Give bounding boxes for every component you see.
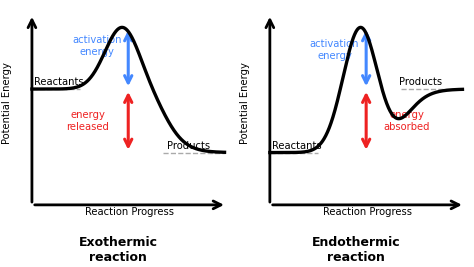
Text: Reaction Progress: Reaction Progress — [323, 207, 412, 217]
Text: Exothermic
reaction: Exothermic reaction — [79, 236, 157, 264]
Text: Products: Products — [167, 140, 210, 151]
Text: Potential Energy: Potential Energy — [240, 62, 250, 144]
Text: Reactants: Reactants — [34, 77, 83, 87]
Text: Reactants: Reactants — [272, 140, 321, 151]
Text: energy
released: energy released — [66, 110, 109, 132]
Text: Products: Products — [399, 77, 442, 87]
Text: Reaction Progress: Reaction Progress — [85, 207, 174, 217]
Text: activation
energy: activation energy — [72, 35, 121, 57]
Text: energy
absorbed: energy absorbed — [383, 110, 430, 132]
Text: Potential Energy: Potential Energy — [2, 62, 12, 144]
Text: Endothermic
reaction: Endothermic reaction — [311, 236, 400, 264]
Text: activation
energy: activation energy — [310, 40, 359, 61]
